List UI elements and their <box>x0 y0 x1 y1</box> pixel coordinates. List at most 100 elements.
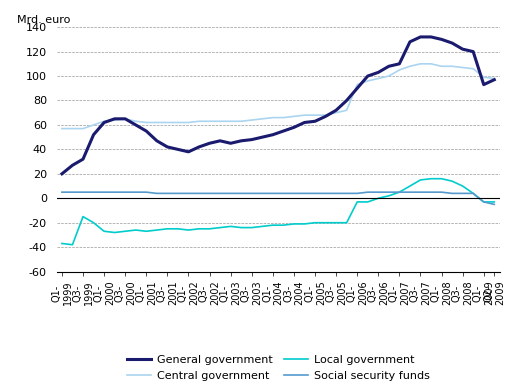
General government <box>122 116 128 121</box>
General government <box>333 108 339 113</box>
Social security funds <box>375 190 382 194</box>
Social security funds <box>164 191 170 196</box>
General government <box>375 70 382 75</box>
Text: Mrd. euro: Mrd. euro <box>17 15 70 25</box>
Central government <box>207 119 213 124</box>
Central government <box>333 110 339 115</box>
Social security funds <box>122 190 128 194</box>
Social security funds <box>59 190 65 194</box>
Social security funds <box>101 190 107 194</box>
General government <box>217 139 223 143</box>
General government <box>301 120 307 125</box>
Local government <box>407 184 413 189</box>
Local government <box>375 196 382 201</box>
Local government <box>386 194 392 198</box>
Local government <box>417 178 423 182</box>
Local government <box>459 184 466 189</box>
Local government <box>185 228 192 232</box>
Social security funds <box>280 191 286 196</box>
Local government <box>133 228 139 232</box>
Social security funds <box>407 190 413 194</box>
Local government <box>70 242 76 247</box>
Central government <box>228 119 234 124</box>
Local government <box>354 199 360 204</box>
Local government <box>122 229 128 234</box>
General government <box>449 41 455 45</box>
General government <box>164 145 170 149</box>
Social security funds <box>143 190 149 194</box>
Social security funds <box>354 191 360 196</box>
Social security funds <box>449 191 455 196</box>
Central government <box>196 119 202 124</box>
General government <box>417 35 423 39</box>
Local government <box>365 199 371 204</box>
Central government <box>249 118 255 122</box>
Social security funds <box>417 190 423 194</box>
Local government <box>59 241 65 246</box>
Social security funds <box>91 190 97 194</box>
General government <box>196 145 202 149</box>
Central government <box>365 79 371 83</box>
General government <box>112 116 118 121</box>
General government <box>259 135 265 140</box>
Central government <box>280 115 286 120</box>
General government <box>143 129 149 133</box>
Line: Social security funds: Social security funds <box>62 192 494 204</box>
Local government <box>80 214 86 219</box>
General government <box>438 37 444 42</box>
Local government <box>312 220 318 225</box>
Central government <box>217 119 223 124</box>
Social security funds <box>386 190 392 194</box>
Local government <box>101 229 107 234</box>
General government <box>175 147 181 152</box>
Social security funds <box>301 191 307 196</box>
Social security funds <box>238 191 244 196</box>
General government <box>291 125 297 130</box>
Local government <box>322 220 329 225</box>
Central government <box>101 119 107 124</box>
Central government <box>80 126 86 131</box>
Social security funds <box>259 191 265 196</box>
Social security funds <box>217 191 223 196</box>
General government <box>407 40 413 44</box>
Social security funds <box>333 191 339 196</box>
General government <box>101 120 107 125</box>
Central government <box>375 76 382 81</box>
General government <box>312 119 318 124</box>
Local government <box>449 179 455 184</box>
Line: General government: General government <box>62 37 494 174</box>
General government <box>270 132 276 137</box>
Central government <box>491 76 497 81</box>
Local government <box>480 199 487 204</box>
Local government <box>301 222 307 226</box>
General government <box>154 139 160 143</box>
Local government <box>428 177 434 181</box>
Central government <box>185 120 192 125</box>
Local government <box>344 220 350 225</box>
Social security funds <box>459 191 466 196</box>
Social security funds <box>396 190 402 194</box>
General government <box>344 98 350 103</box>
General government <box>459 47 466 52</box>
General government <box>228 141 234 146</box>
Central government <box>143 120 149 125</box>
Social security funds <box>185 191 192 196</box>
Central government <box>438 64 444 69</box>
Local government <box>164 227 170 231</box>
Social security funds <box>196 191 202 196</box>
General government <box>386 64 392 69</box>
General government <box>70 163 76 168</box>
General government <box>91 132 97 137</box>
Social security funds <box>112 190 118 194</box>
Central government <box>459 65 466 70</box>
Central government <box>291 114 297 119</box>
Central government <box>480 75 487 80</box>
Local government <box>91 220 97 225</box>
Central government <box>407 64 413 69</box>
Social security funds <box>133 190 139 194</box>
Social security funds <box>70 190 76 194</box>
Social security funds <box>365 190 371 194</box>
Local government <box>228 224 234 229</box>
General government <box>396 62 402 66</box>
Local government <box>175 227 181 231</box>
